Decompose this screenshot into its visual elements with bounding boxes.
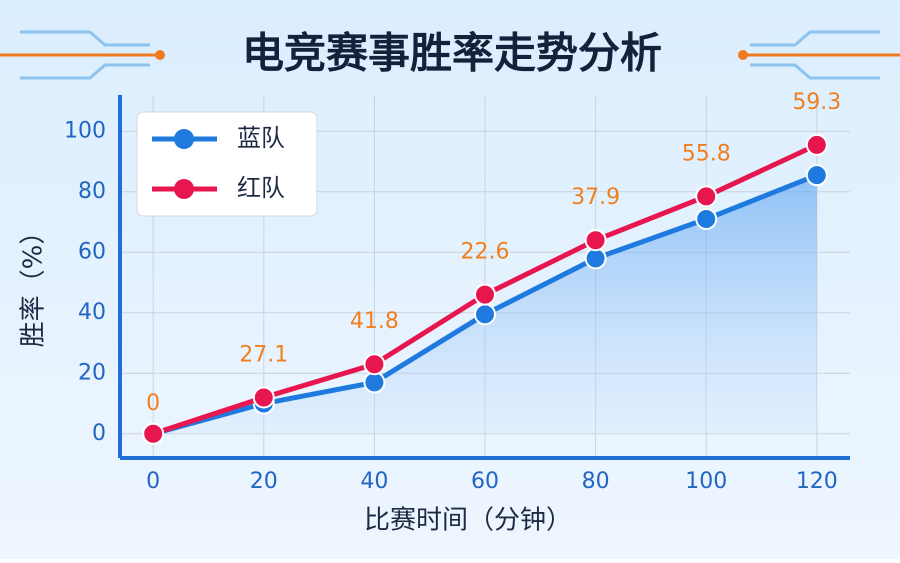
x-tick-label: 80 (582, 469, 610, 494)
point (695, 185, 718, 208)
y-tick-label: 100 (64, 118, 106, 143)
legend-label: 红队 (237, 174, 285, 202)
y-tick-label: 0 (92, 421, 106, 446)
point (474, 303, 496, 326)
y-tick-label: 60 (78, 239, 106, 264)
x-tick-label: 40 (360, 469, 388, 494)
y-tick-label: 40 (78, 300, 106, 325)
point (142, 422, 165, 445)
x-tick-label: 0 (146, 469, 160, 494)
point (805, 133, 828, 156)
annotation: 27.1 (239, 343, 288, 368)
legend-label: 蓝队 (237, 124, 285, 152)
point (363, 371, 386, 394)
header-decoration (0, 30, 900, 80)
legend-marker (174, 179, 194, 199)
point (805, 164, 828, 187)
annotation: 0 (146, 391, 160, 416)
x-tick-label: 20 (250, 469, 278, 494)
x-tick-label: 120 (796, 469, 838, 494)
chart-title: 电竞赛事胜率走势分析 (242, 29, 662, 78)
point (584, 247, 607, 270)
x-axis-label: 比赛时间（分钟） (364, 506, 572, 536)
legend-box (136, 111, 318, 217)
legend-marker (174, 129, 194, 149)
x-tick-label: 100 (685, 469, 727, 494)
y-tick-label: 20 (78, 360, 106, 385)
annotation: 22.6 (461, 240, 510, 265)
point (474, 283, 496, 306)
annotation: 41.8 (350, 309, 399, 334)
y-axis-label: 胜率（%） (19, 219, 49, 348)
point (695, 208, 718, 231)
annotation: 37.9 (571, 185, 620, 210)
annotation: 59.3 (792, 90, 841, 115)
point (363, 353, 386, 376)
annotation: 55.8 (682, 141, 731, 166)
point (584, 229, 607, 252)
y-tick-label: 80 (78, 179, 106, 204)
point (252, 386, 275, 409)
x-tick-label: 60 (471, 469, 499, 494)
